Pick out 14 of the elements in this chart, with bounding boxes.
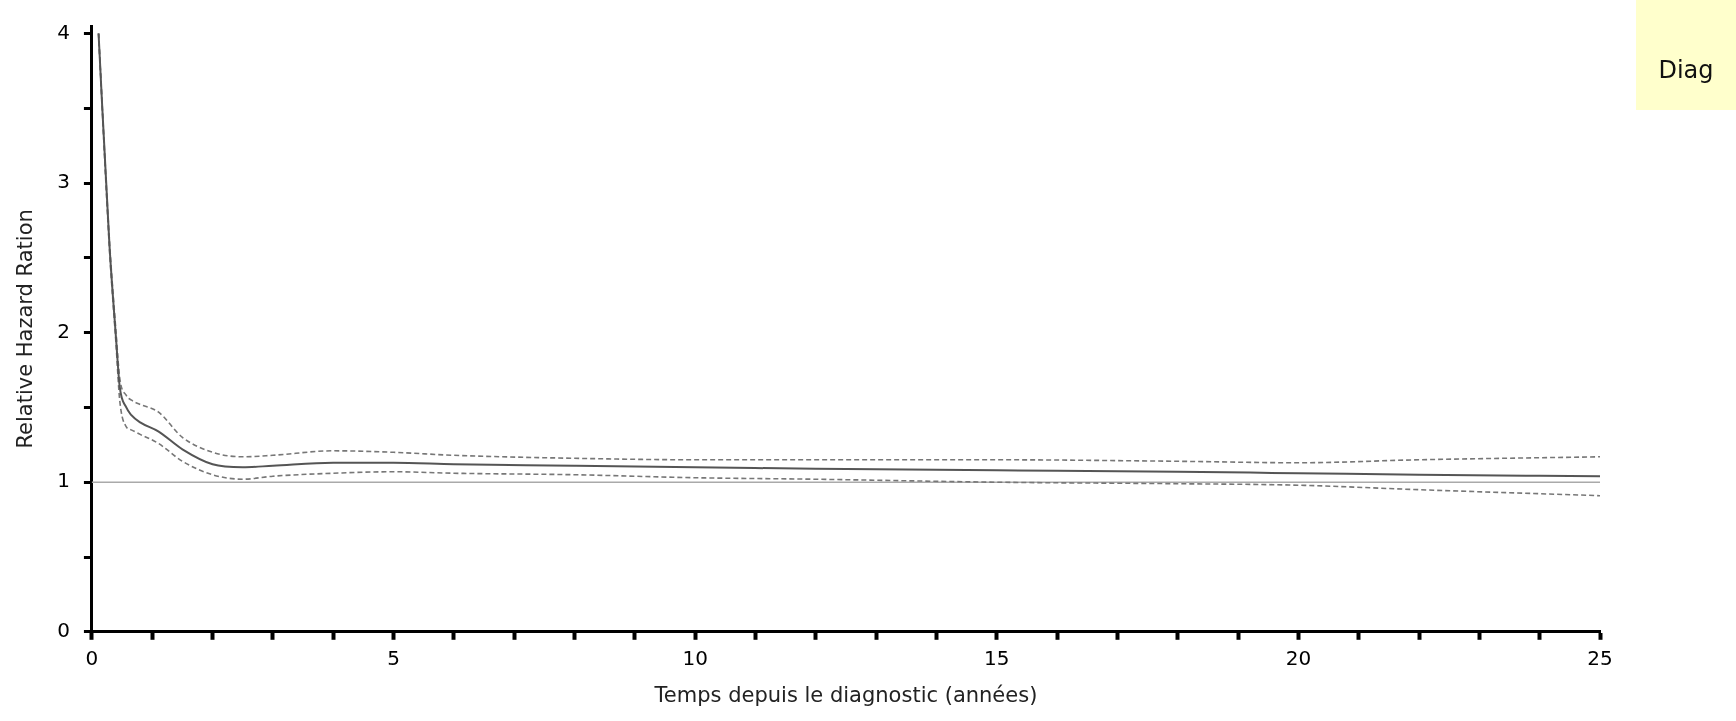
x-tick-label: 5 bbox=[387, 646, 400, 670]
x-tick-label: 10 bbox=[682, 646, 708, 670]
y-tick-label: 1 bbox=[57, 468, 70, 493]
text: Diag bbox=[1636, 0, 1736, 110]
y-tick-label: 3 bbox=[57, 169, 70, 194]
y-tick-label: 4 bbox=[57, 19, 70, 44]
y-axis-title: Relative Hazard Ration bbox=[13, 209, 38, 449]
x-axis-title: Temps depuis le diagnostic (années) bbox=[653, 682, 1038, 707]
y-tick-label: 2 bbox=[57, 318, 70, 343]
x-tick-label: 0 bbox=[85, 646, 99, 670]
x-tick-label: 15 bbox=[984, 646, 1010, 670]
y-tick-label: 0 bbox=[57, 618, 70, 642]
x-tick-label: 25 bbox=[1587, 646, 1613, 670]
x-tick-label: 20 bbox=[1285, 646, 1312, 670]
